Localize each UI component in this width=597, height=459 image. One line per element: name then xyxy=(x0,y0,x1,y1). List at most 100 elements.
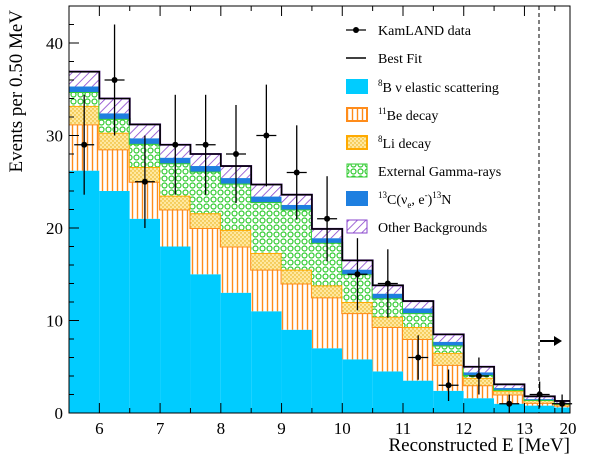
bar-li8 xyxy=(190,213,221,228)
bar-li8 xyxy=(433,352,464,365)
overflow-arrow xyxy=(540,336,562,346)
data-point xyxy=(506,400,513,407)
x-tick-label: 12 xyxy=(455,419,472,438)
x-tick-label: 9 xyxy=(277,419,286,438)
bar-li8 xyxy=(281,269,312,284)
bar-other xyxy=(69,71,100,87)
bar-b8 xyxy=(311,348,343,413)
legend-li8: 8Li decay xyxy=(346,134,431,152)
data-point xyxy=(475,373,482,379)
histogram-stack xyxy=(69,70,570,414)
x-tick-label: 11 xyxy=(395,419,411,438)
bar-b8 xyxy=(160,246,191,413)
data-point xyxy=(111,77,118,83)
bar-c13 xyxy=(251,196,282,203)
legend-b8-label: 8B ν elastic scattering xyxy=(378,78,499,96)
bar-li8 xyxy=(311,285,343,298)
bar-b8 xyxy=(524,405,555,413)
data-point xyxy=(233,151,239,157)
bar-other xyxy=(251,184,282,197)
legend-fit-label: Best Fit xyxy=(378,52,422,67)
data-point xyxy=(263,132,270,139)
bar-other xyxy=(433,334,464,342)
y-tick-label: 40 xyxy=(46,34,63,53)
bar-li8 xyxy=(403,326,434,339)
bar-b8 xyxy=(403,380,434,414)
bar-b8 xyxy=(69,170,100,413)
bar-b8 xyxy=(342,359,373,413)
legend-data: KamLAND data xyxy=(346,24,472,39)
bar-c13 xyxy=(403,308,434,314)
legend-be11: 11Be decay xyxy=(346,106,438,124)
bar-be11 xyxy=(342,313,373,360)
legend-data-label: KamLAND data xyxy=(378,24,472,39)
x-tick-label: 7 xyxy=(156,419,165,438)
bar-gamma xyxy=(433,345,464,353)
data-point xyxy=(141,178,148,185)
bar-gamma xyxy=(403,313,434,327)
legend-be11-label: 11Be decay xyxy=(378,106,438,124)
data-point xyxy=(354,271,361,278)
legend-fit: Best Fit xyxy=(346,52,422,67)
data-point xyxy=(384,280,391,287)
bar-b8 xyxy=(99,191,130,413)
bar-c13 xyxy=(433,341,464,346)
legend-gamma-label: External Gamma-rays xyxy=(378,165,501,180)
legend-other-label: Other Backgrounds xyxy=(378,221,487,236)
bar-be11 xyxy=(220,246,252,293)
legend-c13-label: 13C(νe, e-)13N xyxy=(378,190,451,210)
bar-li8 xyxy=(220,229,252,247)
data-point xyxy=(172,141,179,148)
bar-b8 xyxy=(281,329,312,413)
data-point xyxy=(536,391,543,398)
x-axis: 6 7 8 9 10 11 12 13 20 xyxy=(68,6,577,438)
bar-b8 xyxy=(220,292,252,413)
bar-c13 xyxy=(69,86,100,93)
data-point xyxy=(415,354,422,361)
bar-li8 xyxy=(160,195,191,210)
bar-li8 xyxy=(251,252,282,270)
bar-be11 xyxy=(372,326,403,372)
x-tick-label: 8 xyxy=(217,419,226,438)
legend: KamLAND data Best Fit 8B ν elastic scatt… xyxy=(346,24,501,236)
bar-c13 xyxy=(494,388,525,390)
bar-li8 xyxy=(99,132,130,150)
data-point xyxy=(559,400,566,407)
bar-be11 xyxy=(99,149,130,192)
bar-b8 xyxy=(433,390,464,413)
data-point xyxy=(324,215,331,222)
data-point xyxy=(445,382,452,389)
data-point xyxy=(81,141,88,148)
x-tick-label: 6 xyxy=(95,419,104,438)
y-axis: 0 10 20 30 40 xyxy=(46,24,79,423)
bar-gamma xyxy=(251,202,282,253)
legend-li8-label: 8Li decay xyxy=(378,134,431,152)
x-tick-label-overflow: 20 xyxy=(560,419,577,438)
bar-be11 xyxy=(160,209,191,247)
bar-be11 xyxy=(311,297,343,349)
y-tick-label: 20 xyxy=(46,219,63,238)
bar-b8 xyxy=(463,398,495,413)
bar-other xyxy=(403,301,434,309)
data-point xyxy=(293,169,300,176)
y-tick-label: 30 xyxy=(46,127,63,146)
bar-be11 xyxy=(251,269,282,312)
x-tick-label: 10 xyxy=(334,419,351,438)
bar-b8 xyxy=(129,218,161,413)
bar-li8 xyxy=(372,316,403,327)
bar-other xyxy=(129,124,161,139)
data-points xyxy=(74,24,573,413)
legend-b8: 8B ν elastic scattering xyxy=(346,78,499,96)
x-axis-label: Reconstructed E [MeV] xyxy=(389,435,571,456)
bar-be11 xyxy=(281,283,312,330)
legend-other: Other Backgrounds xyxy=(346,219,487,236)
bar-b8 xyxy=(190,274,221,413)
bar-b8 xyxy=(251,311,282,413)
legend-gamma: External Gamma-rays xyxy=(346,163,501,180)
y-axis-label: Events per 0.50 MeV xyxy=(6,10,27,173)
legend-c13: 13C(νe, e-)13N xyxy=(346,190,451,210)
bar-b8 xyxy=(372,371,403,414)
x-tick-label: 13 xyxy=(516,419,533,438)
bar-other xyxy=(494,384,525,389)
